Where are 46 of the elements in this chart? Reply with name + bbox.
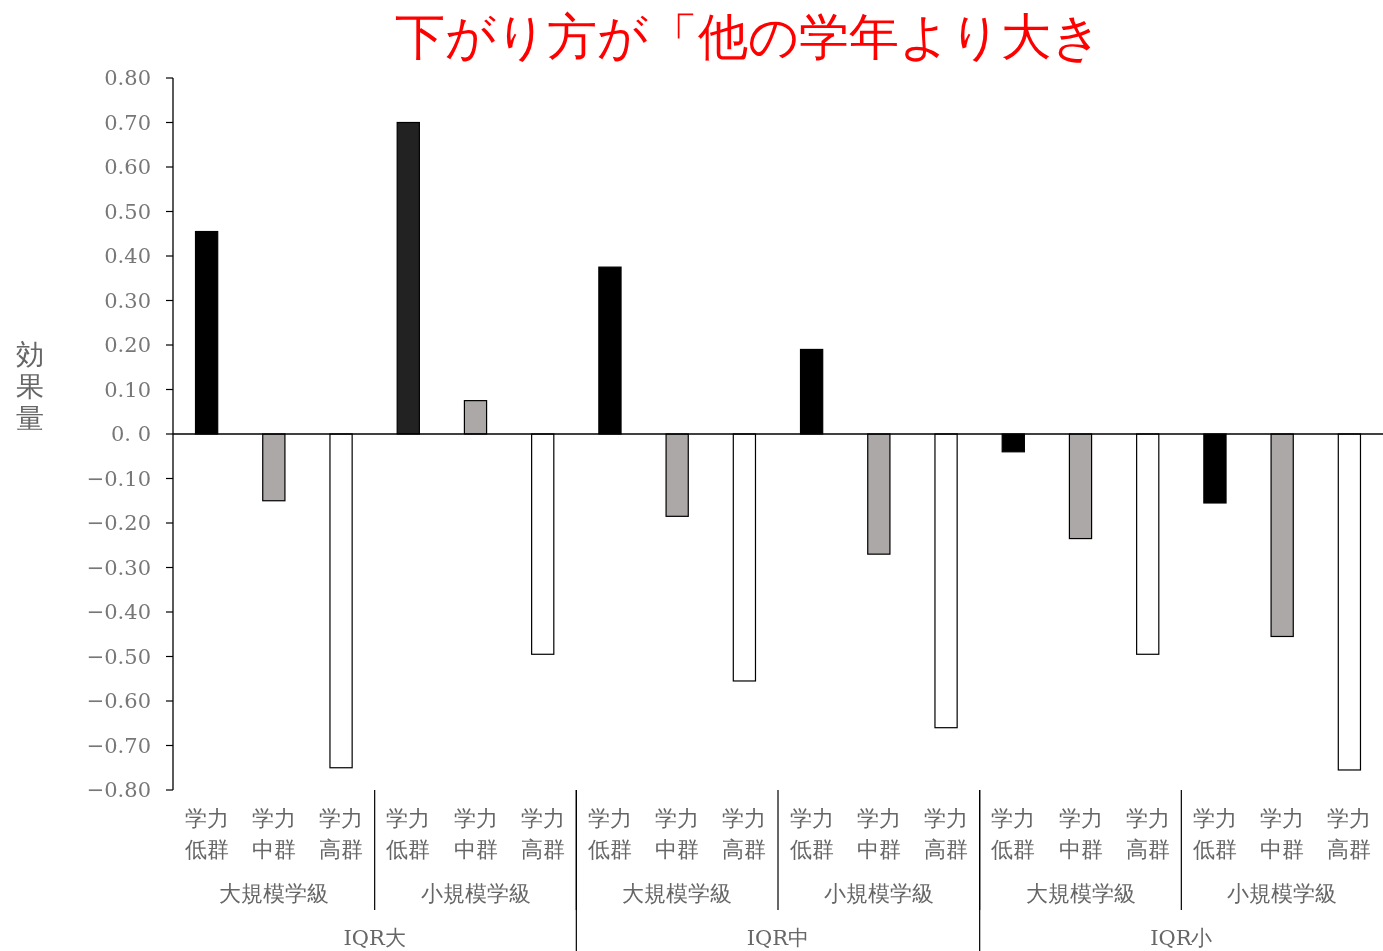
x-tick-label: 学力低群 (1192, 806, 1237, 862)
x-tick-label: 学力低群 (587, 806, 632, 862)
y-tick-label: 0.60 (104, 155, 151, 179)
y-tick-label: 0.20 (104, 333, 151, 357)
y-tick-label: 0.50 (104, 199, 151, 224)
text: IQR大 (343, 926, 406, 950)
y-tick-label: −0.20 (86, 511, 151, 535)
text: 小規模学級 (420, 881, 531, 906)
x-tick-label: 学力高群 (1125, 806, 1170, 862)
chart-title: 下がり方が「他の学年より大き (395, 8, 1102, 66)
text: 大規模学級 (218, 881, 329, 906)
x-tick-label: 学力低群 (386, 806, 431, 862)
x-tick-label: 学力中群 (1260, 806, 1305, 862)
x-tick-label: 学力高群 (722, 806, 767, 862)
x-tick-label: 学力低群 (184, 806, 229, 862)
x-tick-label: 学力中群 (1058, 806, 1103, 862)
text: IQR小 (1150, 926, 1213, 950)
text: 小規模学級 (823, 881, 934, 906)
y-tick-label: −0.70 (86, 733, 151, 758)
y-tick-label: −0.40 (86, 600, 151, 624)
y-tick-label: −0.30 (86, 555, 151, 580)
x-tick-label: 学力高群 (319, 806, 364, 862)
y-tick-label: 0.40 (104, 244, 151, 268)
text: IQR中 (746, 926, 810, 950)
x-tick-label: 学力中群 (251, 806, 296, 862)
x-tick-label: 学力中群 (453, 806, 498, 862)
x-tick-label: 学力高群 (520, 806, 565, 862)
x-tick-label: 学力高群 (1327, 806, 1372, 862)
y-tick-label: −0.50 (86, 644, 151, 669)
y-tick-label: −0.10 (86, 466, 151, 491)
y-tick-label: 0.10 (104, 377, 151, 402)
x-tick-label: 学力低群 (991, 806, 1036, 862)
x-tick-label: 学力低群 (789, 806, 834, 862)
text: 大規模学級 (1025, 881, 1136, 906)
y-axis-title: 効果量 (16, 338, 44, 435)
text: 大規模学級 (622, 881, 733, 906)
y-tick-label: 0.30 (104, 288, 151, 313)
y-tick-label: 0.80 (104, 66, 151, 90)
y-tick-label: 0.70 (104, 110, 151, 135)
x-tick-label: 学力中群 (856, 806, 901, 862)
y-tick-label: −0.80 (86, 778, 151, 802)
text: 小規模学級 (1227, 881, 1338, 906)
y-tick-label: −0.60 (86, 689, 151, 713)
y-tick-label: 0. 0 (110, 422, 151, 446)
x-tick-label: 学力中群 (655, 806, 700, 862)
x-tick-label: 学力高群 (924, 806, 969, 862)
